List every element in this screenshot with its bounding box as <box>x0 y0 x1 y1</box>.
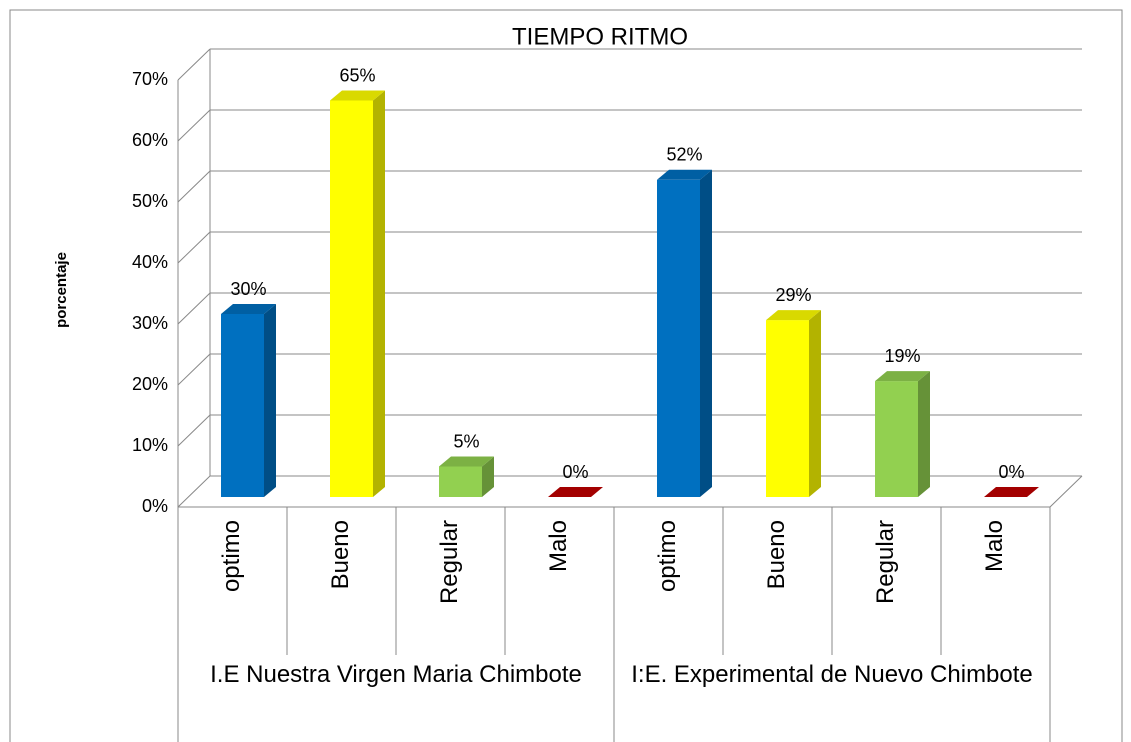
value-label: 30% <box>230 279 266 299</box>
value-label: 19% <box>884 346 920 366</box>
y-axis-label: porcentaje <box>53 252 70 328</box>
chart-title: TIEMPO RITMO <box>512 23 688 50</box>
bar-top <box>330 90 385 101</box>
bar-top <box>221 304 276 314</box>
y-tick-label: 10% <box>132 435 168 455</box>
y-tick-label: 50% <box>132 191 168 211</box>
x-tick-label: Bueno <box>763 520 790 589</box>
bar-side <box>918 371 930 497</box>
x-tick-label: Malo <box>545 520 572 572</box>
value-label: 29% <box>775 285 811 305</box>
y-tick-label: 40% <box>132 252 168 272</box>
x-tick-label: optimo <box>218 520 245 592</box>
y-tick-label: 20% <box>132 374 168 394</box>
grid-slant <box>177 231 211 264</box>
floor-right <box>1049 475 1083 508</box>
bar-front <box>875 381 918 497</box>
bar-top <box>657 169 712 180</box>
bar-front <box>766 320 809 497</box>
bar-side <box>373 90 385 497</box>
bar-top <box>875 371 930 382</box>
bar-front <box>221 314 264 497</box>
value-label: 65% <box>339 65 375 85</box>
grid-slant <box>177 48 211 81</box>
grid-slant <box>177 353 211 386</box>
y-tick-label: 60% <box>132 130 168 150</box>
bar-front <box>330 100 373 497</box>
x-tick-label: Malo <box>981 520 1008 572</box>
bar-top <box>439 456 494 467</box>
x-tick-label: Bueno <box>327 520 354 589</box>
x-tick-label: Regular <box>436 520 463 604</box>
bar-side <box>700 169 712 498</box>
bar-side <box>482 456 494 497</box>
y-tick-label: 30% <box>132 313 168 333</box>
grid-slant <box>177 292 211 325</box>
value-label: 52% <box>666 145 702 165</box>
bar-top <box>766 310 821 321</box>
y-tick-label: 0% <box>142 496 168 516</box>
grid-slant <box>177 475 211 508</box>
bar-front <box>657 179 700 498</box>
x-tick-label: Regular <box>872 520 899 604</box>
chart-border <box>9 9 1123 742</box>
bar-side <box>809 310 821 497</box>
x-tick-label: optimo <box>654 520 681 592</box>
group-label: I.E Nuestra Virgen Maria Chimbote <box>210 661 582 688</box>
bar-front <box>439 466 482 497</box>
y-tick-label: 70% <box>132 69 168 89</box>
group-label: I:E. Experimental de Nuevo Chimbote <box>631 661 1033 688</box>
value-label: 0% <box>998 462 1024 482</box>
grid-slant <box>177 414 211 447</box>
bar-top <box>548 487 603 497</box>
grid-slant <box>177 170 211 203</box>
bar-top <box>984 487 1039 497</box>
bar-side <box>264 304 276 497</box>
grid-slant <box>177 109 211 142</box>
value-label: 0% <box>562 462 588 482</box>
value-label: 5% <box>453 431 479 451</box>
